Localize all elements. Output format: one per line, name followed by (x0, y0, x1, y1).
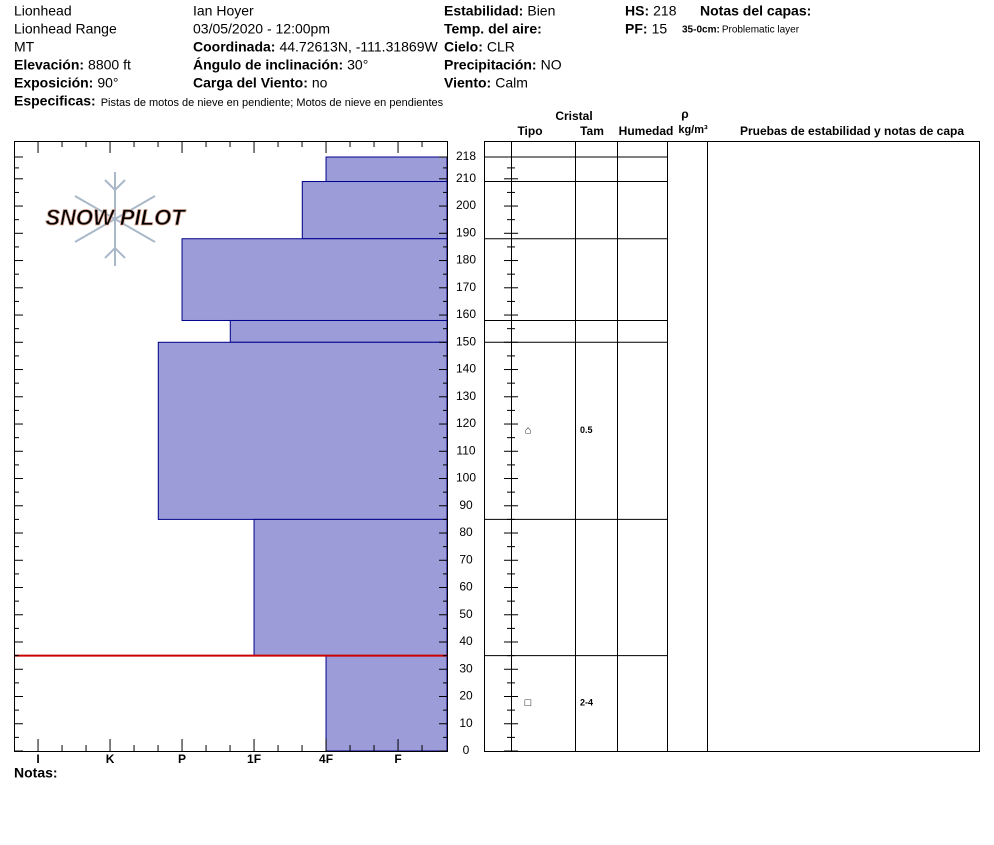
grain-form: □ (525, 697, 532, 709)
notes-label: Notas: (14, 765, 58, 781)
grain-size: 2-4 (580, 698, 593, 708)
field-value: MT (14, 39, 35, 55)
field-label: Cielo: (444, 39, 483, 55)
layer-notes-title: Notas del capas: (700, 3, 811, 19)
field-value: no (312, 75, 328, 91)
y-tick-label: 0 (463, 743, 470, 757)
field-value: 90° (97, 75, 118, 91)
chart-frame (14, 141, 448, 752)
y-tick-label: 30 (459, 661, 473, 675)
field-label: Ángulo de inclinación: (193, 57, 343, 73)
y-tick-label: 218 (456, 149, 476, 163)
field-label: Exposición: (14, 75, 93, 91)
y-tick-label: 90 (459, 498, 473, 512)
field-value: 30° (347, 57, 368, 73)
field-value: NO (541, 57, 562, 73)
field-value: Lionhead (14, 3, 72, 19)
x-tick-label: 4F (319, 752, 333, 766)
col-moisture: Humedad (619, 124, 674, 138)
field-label: Estabilidad: (444, 3, 523, 19)
layer-bar (229, 319, 448, 343)
layer-note-label: 35-0cm: (682, 25, 720, 36)
y-tick-label: 200 (456, 198, 476, 212)
field-value: Bien (527, 3, 555, 19)
field-label: Carga del Viento: (193, 75, 308, 91)
logo (74, 172, 156, 266)
logo-text: SNOW PILOT (45, 205, 186, 230)
field-label: Temp. del aire: (444, 21, 542, 37)
layer-bar (181, 238, 448, 321)
y-tick-label: 210 (456, 171, 476, 185)
y-tick-label: 60 (459, 580, 473, 594)
x-tick-label: F (394, 752, 401, 766)
table-frame (484, 141, 980, 752)
y-tick-label: 140 (456, 362, 476, 376)
y-tick-label: 100 (456, 471, 476, 485)
x-tick-label: K (106, 752, 115, 766)
table-columns (511, 141, 708, 752)
col-tests: Pruebas de estabilidad y notas de capa (740, 124, 964, 138)
col-density-unit: kg/m³ (678, 124, 708, 136)
grain-size: 0.5 (580, 425, 593, 435)
layer-bar (253, 518, 448, 657)
x-tick-label: P (178, 752, 186, 766)
field-label: Precipitación: (444, 57, 537, 73)
col-density: ρ (681, 107, 688, 121)
field-value: Ian Hoyer (193, 3, 254, 19)
field-label: HS: (625, 3, 649, 19)
y-tick-label: 190 (456, 225, 476, 239)
col-size: Tam (580, 124, 604, 138)
grain-form: ⌂ (525, 425, 532, 437)
y-tick-label: 10 (459, 716, 473, 730)
y-tick-label: 150 (456, 334, 476, 348)
y-tick-label: 170 (456, 280, 476, 294)
x-tick-label: 1F (247, 752, 261, 766)
y-tick-label: 50 (459, 607, 473, 621)
field-value: CLR (487, 39, 515, 55)
y-tick-label: 180 (456, 253, 476, 267)
y-tick-label: 20 (459, 689, 473, 703)
specifics-label: Especificas: (14, 93, 96, 109)
layer-bar (325, 156, 448, 183)
field-value: 8800 ft (88, 57, 131, 73)
field-label: Viento: (444, 75, 491, 91)
y-tick-label: 110 (456, 443, 475, 457)
layer-bar (301, 181, 448, 240)
specifics-value: Pistas de motos de nieve en pendiente; M… (101, 97, 444, 109)
y-tick-label: 130 (456, 389, 476, 403)
field-label: Coordinada: (193, 39, 275, 55)
field-label: PF: (625, 21, 648, 37)
col-type: Tipo (517, 124, 542, 138)
x-tick-label: I (36, 752, 39, 766)
y-tick-label: 160 (456, 307, 476, 321)
col-crystal: Cristal (555, 109, 592, 123)
field-label: Elevación: (14, 57, 84, 73)
y-tick-label: 80 (459, 525, 473, 539)
field-value: 218 (653, 3, 677, 19)
field-value: 15 (652, 21, 668, 37)
y-tick-label: 120 (456, 416, 476, 430)
field-value: 44.72613N, -111.31869W (279, 39, 438, 55)
y-tick-label: 70 (459, 552, 473, 566)
field-value: Calm (495, 75, 528, 91)
layer-bar (325, 655, 448, 752)
layer-note-value: Problematic layer (722, 25, 800, 36)
y-tick-label: 40 (459, 634, 473, 648)
layer-bar (157, 341, 448, 520)
field-value: Lionhead Range (14, 21, 117, 37)
field-value: 03/05/2020 - 12:00pm (193, 21, 330, 37)
